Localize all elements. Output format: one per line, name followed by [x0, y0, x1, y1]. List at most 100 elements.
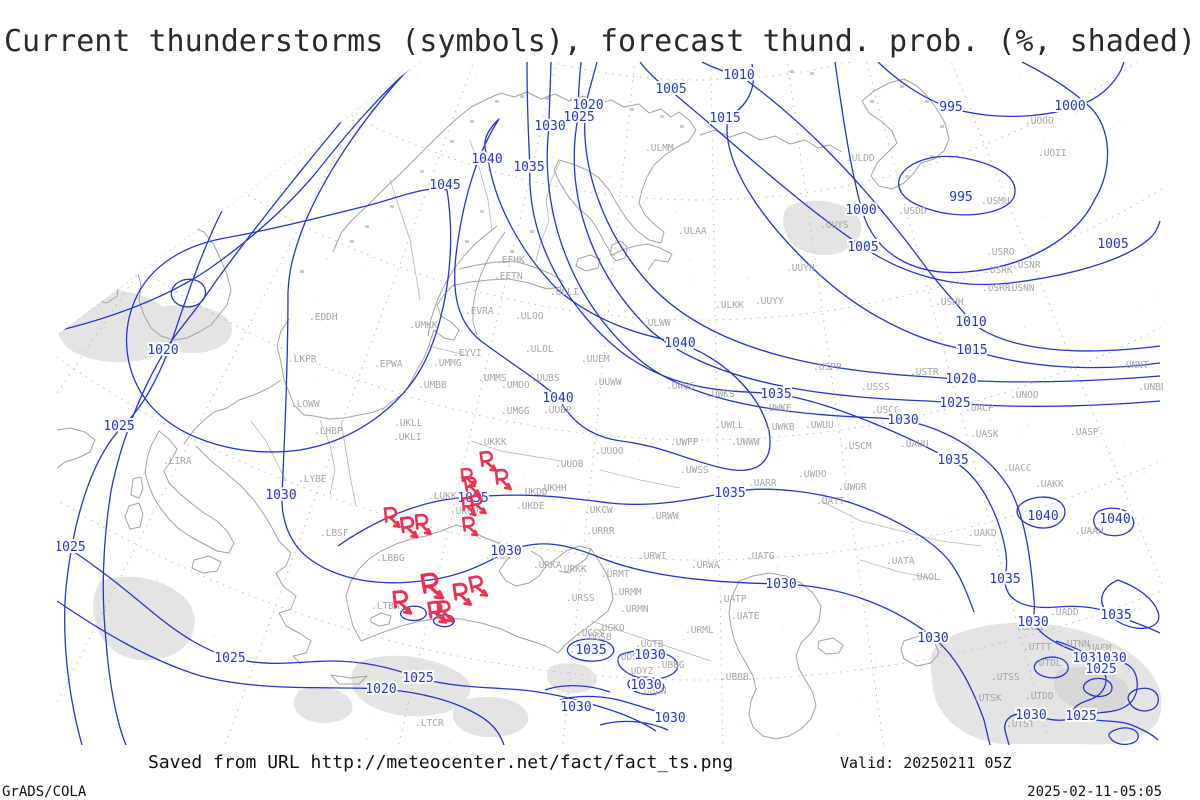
map-speckle — [878, 403, 880, 405]
map-speckle — [195, 440, 198, 442]
station-label: .UUYY — [755, 296, 784, 307]
isobar-value-label: 1040 — [471, 152, 502, 167]
map-speckle — [135, 376, 137, 378]
map-speckle — [415, 77, 418, 79]
map-speckle — [248, 592, 250, 594]
isobar-line — [546, 62, 1138, 745]
station-label: .UATG — [746, 551, 775, 562]
map-speckle — [1119, 120, 1121, 122]
station-label: .USCC — [871, 405, 900, 416]
map-speckle — [995, 375, 997, 378]
coastline-layer — [57, 78, 950, 740]
map-speckle — [341, 592, 343, 595]
map-speckle — [473, 725, 475, 727]
map-speckle — [1152, 295, 1154, 297]
station-label: .UGKO — [596, 623, 625, 634]
station-label: .UMMG — [433, 358, 462, 369]
map-speckle — [747, 277, 750, 279]
station-label: .UMKK — [409, 320, 438, 331]
coast-clutter — [390, 205, 394, 208]
station-label: .UWSS — [680, 465, 709, 476]
isobar-value-label: 995 — [949, 190, 972, 205]
map-speckle — [77, 566, 79, 568]
station-label: .UUEM — [581, 354, 610, 365]
map-speckle — [135, 343, 138, 345]
isobar-value-label: 1030 — [490, 544, 521, 559]
coast-clutter — [630, 108, 634, 111]
isobar-value-label: 1025 — [563, 110, 594, 125]
coast-clutter — [930, 155, 934, 158]
map-speckle — [675, 211, 677, 213]
map-speckle — [545, 134, 548, 136]
map-speckle — [1026, 423, 1029, 425]
isobar-value-label: 1035 — [989, 572, 1020, 587]
coastline — [124, 430, 235, 574]
isobar-value-label: 1025 — [54, 540, 85, 555]
isobar-value-label: 1030 — [1072, 651, 1103, 666]
isobar-value-label: 1040 — [1099, 512, 1130, 527]
station-label: .UGTB — [635, 639, 664, 650]
station-label: .UWGG — [666, 381, 695, 392]
map-speckle — [518, 250, 520, 253]
map-speckle — [74, 669, 76, 671]
isobar-value-label: 1035 — [714, 486, 745, 501]
station-label: .UMMS — [478, 373, 507, 384]
thunderstorm-layer — [383, 449, 512, 626]
isobar-line — [566, 638, 615, 662]
map-speckle — [509, 535, 512, 537]
coast-clutter — [600, 105, 604, 108]
station-label: .UUWW — [593, 377, 622, 388]
station-label: .UOOO — [1025, 116, 1054, 127]
map-speckle — [317, 182, 319, 184]
map-speckle — [597, 418, 600, 420]
isobar-value-label: 1035 — [760, 387, 791, 402]
coast-clutter — [680, 125, 684, 128]
graticule-parallel — [59, 62, 1163, 81]
thunderstorm-symbol — [494, 468, 512, 492]
station-label: .EFHK — [496, 255, 525, 266]
station-label: .UATT — [816, 496, 845, 507]
station-label: .UUBP — [543, 405, 572, 416]
probability-shade-area — [547, 663, 597, 694]
map-speckle — [1034, 258, 1037, 260]
country-border — [340, 420, 357, 507]
station-label: .USPP — [813, 362, 842, 373]
isobar-line — [1055, 640, 1159, 741]
map-speckle — [111, 421, 113, 423]
map-speckle — [504, 423, 507, 425]
thunderstorm-symbol — [479, 449, 498, 474]
isobar-line — [898, 155, 1016, 216]
map-speckle — [1131, 712, 1133, 714]
isobar-value-label: 1015 — [956, 343, 987, 358]
map-speckle — [818, 308, 820, 310]
station-label: .EDDH — [309, 312, 338, 323]
isobar-line — [125, 188, 452, 453]
map-speckle — [1088, 539, 1090, 541]
isobar-value-label: 1000 — [845, 203, 876, 218]
station-label: .URRR — [586, 526, 615, 537]
coastline — [900, 635, 940, 667]
map-speckle — [842, 544, 845, 546]
map-speckle — [848, 469, 851, 471]
map-speckle — [1014, 251, 1017, 253]
isobar-line — [1016, 496, 1066, 529]
map-speckle — [878, 96, 881, 98]
map-speckle — [951, 512, 953, 514]
isobar-line — [281, 74, 991, 745]
map-speckle — [683, 639, 685, 641]
station-label: .UBBG — [656, 660, 685, 671]
station-label: .UBBN — [638, 686, 667, 697]
map-speckle — [1087, 522, 1089, 524]
map-speckle — [177, 298, 179, 300]
station-label: .USMU — [981, 196, 1010, 207]
map-speckle — [110, 584, 112, 586]
probability-shade-area — [1053, 666, 1130, 713]
station-label: .ULDD — [846, 153, 875, 164]
station-label: .UWOO — [798, 469, 827, 480]
station-label: .UMGG — [501, 406, 530, 417]
map-speckle — [359, 269, 361, 272]
map-speckle — [705, 673, 707, 675]
graticule-parallel — [57, 62, 1163, 441]
